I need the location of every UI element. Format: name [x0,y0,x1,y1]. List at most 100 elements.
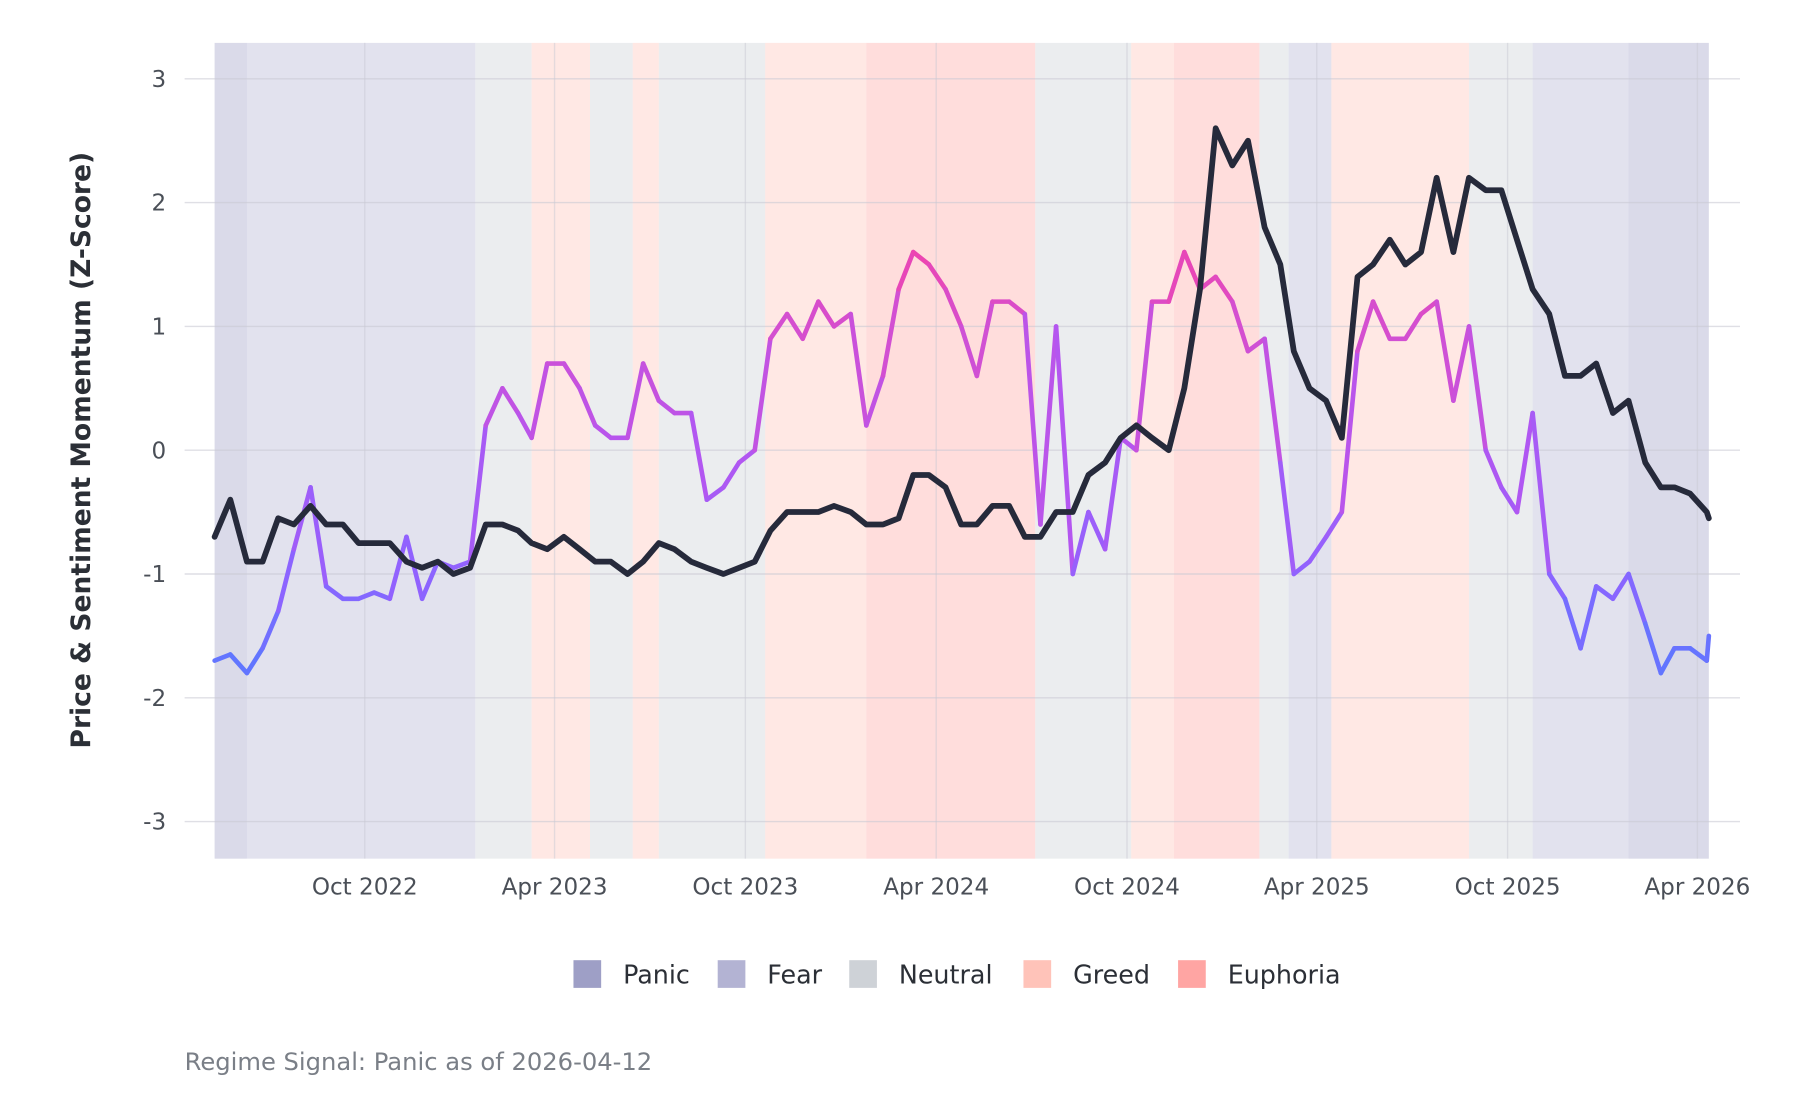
sentiment-segment [926,262,948,292]
sentiment-segment [1038,324,1059,527]
y-tick-label: -2 [143,686,166,712]
x-tick-label: Oct 2023 [692,874,798,900]
sentiment-segment [958,324,980,379]
y-tick-label: 3 [151,67,166,93]
sentiment-segment [1704,633,1712,663]
sentiment-segment [260,608,281,651]
sentiment-segment [816,299,837,329]
sentiment-segment [227,652,250,676]
sentiment-segment [831,311,853,329]
sentiment-segment [1403,311,1424,342]
x-tick-label: Apr 2023 [502,874,608,900]
legend-label: Neutral [899,959,993,989]
sentiment-segment [1339,348,1360,515]
sentiment-segment [371,590,393,602]
sentiment-segment [1355,299,1376,354]
sentiment-segment [308,485,329,589]
y-tick-label: -1 [143,562,166,588]
sentiment-segment [752,336,773,453]
sentiment-segment [896,249,916,292]
sentiment-segment [1323,509,1345,540]
sentiment-segment [1418,299,1440,317]
sentiment-segment [387,534,409,602]
sentiment-segment [1006,299,1028,317]
price-line [211,125,1712,577]
price-path [211,125,1712,577]
sentiment-segment [483,385,505,428]
legend: Panic Fear Neutral Greed Euphoria [573,959,1341,989]
sentiment-segment [1370,299,1393,342]
x-axis-ticks: Oct 2022 Apr 2023 Oct 2023 Apr 2024 Oct 2024… [312,874,1751,900]
sentiment-segment [1658,645,1677,676]
x-tick-label: Apr 2024 [883,874,989,900]
sentiment-segment [244,645,265,676]
sentiment-segment [1086,509,1108,552]
sentiment-segment [736,447,758,465]
sentiment-segment [1291,559,1312,577]
legend-swatch [849,960,877,988]
sentiment-segment [721,460,742,490]
legend-label: Fear [767,959,822,989]
sentiment-segment [451,559,473,571]
legend-item-neutral: Neutral [849,959,993,989]
sentiment-segment [688,410,710,503]
legend-item-fear: Fear [717,959,823,989]
legend-label: Panic [623,959,690,989]
legend-item-euphoria: Euphoria [1178,959,1341,989]
y-tick-label: 2 [151,191,166,217]
x-tick-label: Apr 2026 [1644,874,1750,900]
regime-caption: Regime Signal: Panic as of 2026-04-12 [185,1048,653,1076]
sentiment-segment [768,311,790,342]
x-tick-label: Oct 2025 [1455,874,1561,900]
sentiment-segment [577,385,598,428]
y-tick-label: 1 [151,314,166,340]
sentiment-segment [943,286,964,329]
y-tick-label: -3 [143,810,166,836]
sentiment-segment [1578,584,1599,651]
sentiment-segment [1451,324,1472,403]
sentiment-segment [800,299,821,342]
sentiment-segment [1547,571,1568,602]
sentiment-segment [1053,324,1076,577]
sentiment-segment [1070,509,1091,577]
sentiment-segment [1687,645,1710,663]
sentiment-segment [640,361,662,403]
sentiment-segment [974,299,995,379]
sentiment-segment [1166,249,1187,304]
y-axis-label: Price & Sentiment Momentum (Z-Score) [66,152,97,749]
sentiment-segment [1245,336,1267,354]
legend-swatch [573,960,602,988]
sentiment-segment [467,423,489,564]
x-tick-label: Oct 2022 [312,874,418,900]
sentiment-segment [1118,435,1139,453]
sentiment-segment [1593,584,1616,602]
sentiment-segment [1182,249,1203,292]
sentiment-segment [1483,447,1504,490]
sentiment-segment [323,584,346,602]
sentiment-segment [356,590,377,602]
sentiment-segment [1499,485,1520,515]
sentiment-segment [515,410,534,441]
sentiment-segment [1530,410,1552,577]
sentiment-segment [1642,621,1664,676]
sentiment-segment [529,361,550,441]
sentiment-segment [1307,534,1329,564]
sentiment-segment [1262,336,1283,465]
legend-label: Greed [1073,959,1150,989]
x-tick-label: Apr 2025 [1264,874,1370,900]
sentiment-segment [625,361,646,441]
sentiment-segment [1626,571,1648,626]
y-tick-label: 0 [151,438,166,464]
sentiment-segment [1277,460,1297,577]
gridlines [184,42,1740,859]
legend-swatch [1023,960,1052,988]
legend-label: Euphoria [1228,959,1341,989]
legend-swatch [1178,960,1206,988]
sentiment-segment [1434,299,1456,403]
sentiment-segment [1610,571,1631,602]
sentiment-segment [910,249,932,267]
sentiment-segment [212,652,233,663]
sentiment-segment [1562,596,1583,651]
sentiment-segment [704,485,726,503]
